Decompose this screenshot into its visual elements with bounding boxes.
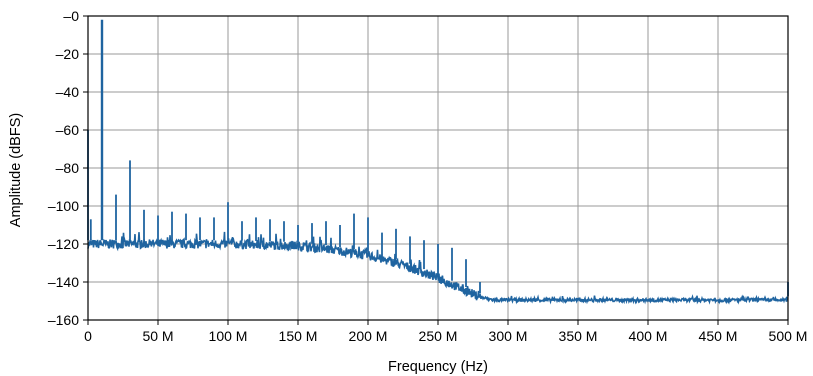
x-tick-label: 300 M bbox=[489, 328, 528, 344]
x-tick-label: 50 M bbox=[142, 328, 173, 344]
y-tick-label: –120 bbox=[48, 236, 79, 252]
x-tick-label: 150 M bbox=[279, 328, 318, 344]
x-tick-label: 400 M bbox=[629, 328, 668, 344]
gridlines bbox=[88, 16, 788, 320]
x-tick-label: 450 M bbox=[699, 328, 738, 344]
y-tick-label: –140 bbox=[48, 274, 79, 290]
plot-frame bbox=[83, 15, 789, 325]
y-tick-label: –0 bbox=[63, 8, 79, 24]
x-tick-label: 100 M bbox=[209, 328, 248, 344]
x-axis-label: Frequency (Hz) bbox=[388, 359, 488, 375]
y-tick-label: –100 bbox=[48, 198, 79, 214]
x-tick-label: 0 bbox=[84, 328, 92, 344]
y-tick-label: –80 bbox=[56, 160, 80, 176]
x-tick-label: 200 M bbox=[349, 328, 388, 344]
x-tick-label: 250 M bbox=[419, 328, 458, 344]
x-tick-label: 350 M bbox=[559, 328, 598, 344]
x-tick-label: 500 M bbox=[769, 328, 808, 344]
y-tick-label: –40 bbox=[56, 84, 80, 100]
y-axis-label: Amplitude (dBFS) bbox=[8, 113, 24, 227]
noise-floor-line bbox=[87, 231, 789, 305]
y-tick-label: –60 bbox=[56, 122, 80, 138]
plot-border bbox=[87, 15, 789, 321]
x-tick-labels: 0 50 M 100 M 150 M 200 M 250 M 300 M 350 M 400 M… bbox=[84, 328, 807, 344]
y-tick-labels: –0 –20 –40 –60 –80 –100 –120 –140 –160 bbox=[48, 8, 79, 328]
y-tick-label: –160 bbox=[48, 312, 79, 328]
y-tick-label: –20 bbox=[56, 46, 80, 62]
